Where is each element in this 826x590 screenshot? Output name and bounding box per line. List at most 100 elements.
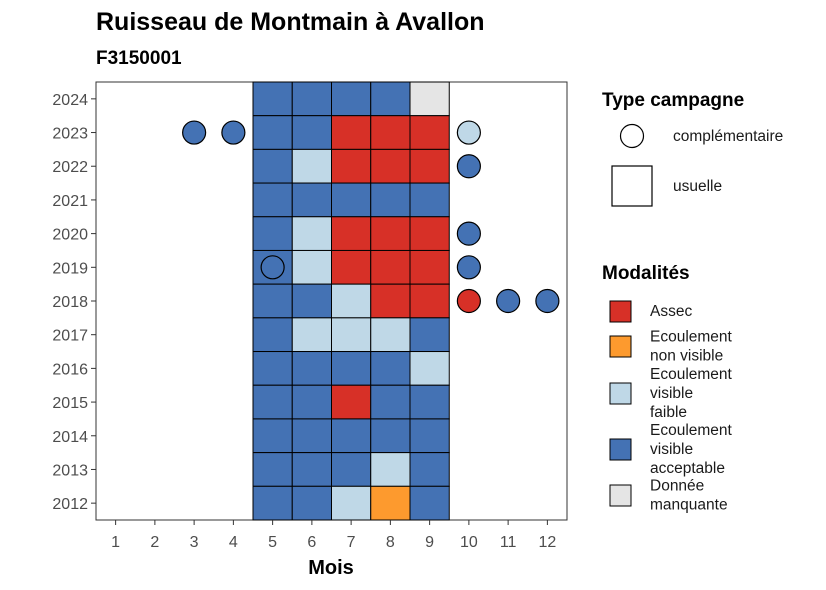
legend-usuelle-label: usuelle: [673, 178, 722, 195]
cell-2013-5: [252, 452, 293, 487]
x-tick-label-12: 12: [538, 534, 556, 551]
point-2018-12: [535, 288, 560, 314]
y-tick-label-2016: 2016: [52, 361, 88, 378]
legend-key-nonvisible: [609, 335, 632, 358]
x-tick-label-2: 2: [150, 534, 159, 551]
cell-2014-7: [331, 418, 372, 454]
cell-2018-8: [370, 283, 411, 319]
cell-2020-6: [291, 216, 332, 251]
point-2020-10: [456, 221, 481, 246]
cell-2019-8: [370, 249, 411, 285]
x-tick-label-9: 9: [425, 534, 434, 551]
cell-2023-6: [291, 115, 332, 150]
cell-2015-6: [291, 384, 332, 420]
legend-key-acceptable: [609, 438, 632, 461]
legend-complementaire-circle: [619, 123, 645, 149]
cell-2015-5: [252, 384, 293, 420]
legend-modalites: Modalités Assec Ecoulement non visibleEcou…: [602, 263, 733, 514]
legend-label-manquante: Donnée manquante: [650, 478, 728, 514]
legend-key-manquante: [609, 484, 632, 507]
cell-2021-9: [409, 182, 450, 218]
x-tick-label-10: 10: [460, 534, 478, 551]
y-tick-label-2021: 2021: [52, 193, 88, 210]
cell-2022-8: [370, 148, 411, 184]
legend-key-faible: [609, 382, 632, 405]
x-tick-label-7: 7: [347, 534, 356, 551]
cell-2022-7: [331, 148, 372, 184]
cell-2020-7: [331, 216, 372, 251]
x-axis: 1 2 3 4 5 6 7 8 9 10 11 12: [111, 520, 556, 551]
cell-2014-9: [409, 418, 450, 454]
y-axis: 2012 2013 2014 2015 2016 2017 2018 2019 2020 2021…: [52, 92, 96, 513]
cell-2018-7: [331, 283, 372, 319]
point-2019-5: [260, 255, 285, 280]
cell-2014-5: [252, 418, 293, 454]
cell-2016-7: [331, 351, 372, 386]
legend-type-title: Type campagne: [602, 90, 744, 111]
cell-2024-5: [252, 81, 293, 117]
legend-modalites-title: Modalités: [602, 263, 690, 284]
cell-2021-7: [331, 182, 372, 218]
cell-2022-9: [409, 148, 450, 184]
cell-2019-7: [331, 249, 372, 285]
legend-label-nonvisible: Ecoulement non visible: [650, 329, 733, 365]
cell-2017-5: [252, 317, 293, 353]
y-tick-label-2013: 2013: [52, 462, 88, 479]
cell-2015-9: [409, 384, 450, 420]
cell-2016-6: [291, 351, 332, 386]
cell-2013-9: [409, 452, 450, 487]
complementaire-points: [182, 120, 560, 314]
y-tick-label-2020: 2020: [52, 227, 88, 244]
cell-2024-6: [291, 81, 332, 117]
cell-2014-8: [370, 418, 411, 454]
cell-2016-8: [370, 351, 411, 386]
cell-2018-9: [409, 283, 450, 319]
y-tick-label-2024: 2024: [52, 92, 88, 109]
cell-2017-6: [291, 317, 332, 353]
cell-2021-8: [370, 182, 411, 218]
cell-2020-9: [409, 216, 450, 251]
cell-2015-7: [331, 384, 372, 420]
cell-2018-6: [291, 283, 332, 319]
cell-2020-8: [370, 216, 411, 251]
legend-label-assec: Assec: [650, 303, 692, 320]
cell-2012-9: [409, 485, 450, 521]
cell-2016-9: [409, 351, 450, 386]
cell-2012-8: [370, 485, 411, 521]
usuelle-cells: [252, 81, 450, 521]
cell-2015-8: [370, 384, 411, 420]
cell-2013-7: [331, 452, 372, 487]
legend-complementaire-label: complémentaire: [673, 128, 783, 145]
cell-2024-8: [370, 81, 411, 117]
cell-2022-5: [252, 148, 293, 184]
point-2023-10: [456, 120, 481, 145]
x-tick-label-11: 11: [500, 534, 517, 551]
point-2018-10: [456, 288, 481, 314]
legend-key-assec: [609, 300, 632, 323]
chart-subtitle: F3150001: [96, 48, 182, 69]
cell-2017-8: [370, 317, 411, 353]
y-tick-label-2022: 2022: [52, 159, 88, 176]
point-2022-10: [456, 154, 481, 179]
y-tick-label-2015: 2015: [52, 395, 88, 412]
point-2023-3: [182, 120, 207, 145]
legend-type-campagne: Type campagne complémentaire usuelle: [602, 90, 783, 207]
x-tick-label-6: 6: [307, 534, 316, 551]
cell-2019-6: [291, 249, 332, 285]
x-tick-label-5: 5: [268, 534, 277, 551]
y-tick-label-2014: 2014: [52, 429, 88, 446]
point-2023-4: [221, 120, 246, 145]
x-tick-label-1: 1: [111, 534, 120, 551]
point-2019-10: [456, 255, 481, 280]
y-tick-label-2018: 2018: [52, 294, 88, 311]
cell-2021-6: [291, 182, 332, 218]
x-tick-label-8: 8: [386, 534, 395, 551]
cell-2022-6: [291, 148, 332, 184]
legend-label-faible: Ecoulement visible faible: [650, 366, 733, 421]
cell-2013-8: [370, 452, 411, 487]
cell-2013-6: [291, 452, 332, 487]
point-2018-11: [496, 288, 521, 314]
x-tick-label-4: 4: [229, 534, 238, 551]
y-tick-label-2019: 2019: [52, 260, 88, 277]
